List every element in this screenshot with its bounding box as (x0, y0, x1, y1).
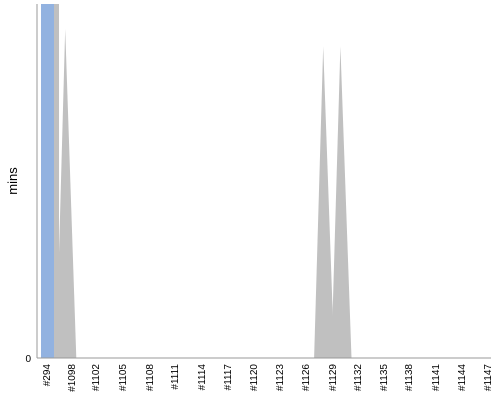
x-tick-label: #1108 (145, 364, 156, 392)
x-tick-label: #1129 (328, 364, 339, 392)
area-peak-3 (331, 46, 352, 358)
x-tick-label: #1123 (275, 364, 286, 392)
y-axis-label: mins (5, 167, 20, 195)
area-peak-1 (56, 29, 77, 358)
x-tick-label: #1135 (379, 364, 390, 392)
plot-area (41, 4, 352, 358)
x-tick-label: #1117 (223, 364, 234, 391)
area-first-block (54, 4, 59, 358)
area-peak-2 (314, 46, 335, 358)
x-tick-label: #1120 (249, 364, 260, 392)
x-tick-label: #1144 (457, 364, 468, 392)
x-tick-labels: #294 #1098 #1102 #1105 #1108 #1111 #1114 #1117 #… (42, 364, 494, 392)
x-tick-label: #1105 (118, 364, 129, 392)
x-tick-label: #1132 (353, 364, 364, 392)
x-tick-label: #1141 (431, 364, 442, 392)
x-tick-label: #1126 (301, 364, 312, 392)
x-tick-label: #1114 (197, 364, 208, 391)
x-tick-label: #1138 (404, 364, 415, 392)
x-tick-label: #1147 (483, 364, 494, 392)
highlight-bar (41, 4, 54, 358)
x-tick-label: #1098 (67, 364, 78, 392)
x-tick-label: #1102 (91, 364, 102, 392)
y-tick-label-0: 0 (25, 354, 31, 365)
x-tick-label: #1111 (170, 364, 181, 390)
x-tick-label: #294 (42, 364, 53, 387)
